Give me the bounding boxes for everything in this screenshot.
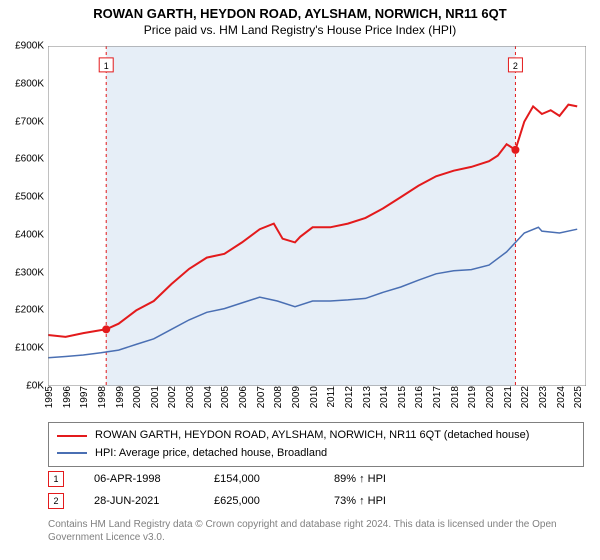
xtick-label: 2016: [414, 386, 425, 408]
shaded-band: [106, 46, 515, 386]
ytick-label: £400K: [15, 229, 44, 240]
legend-label: HPI: Average price, detached house, Broa…: [95, 445, 327, 463]
legend-label: ROWAN GARTH, HEYDON ROAD, AYLSHAM, NORWI…: [95, 427, 529, 445]
ytick-label: £800K: [15, 78, 44, 89]
xtick-label: 2025: [573, 386, 584, 408]
xtick-label: 2022: [520, 386, 531, 408]
xtick-label: 2004: [203, 386, 214, 408]
xtick-label: 2001: [150, 386, 161, 408]
xtick-label: 2013: [362, 386, 373, 408]
xtick-label: 2021: [503, 386, 514, 408]
ytick-label: £100K: [15, 343, 44, 354]
xtick-label: 2015: [397, 386, 408, 408]
event-date: 06-APR-1998: [94, 473, 184, 485]
xtick-label: 2005: [220, 386, 231, 408]
legend-swatch: [57, 452, 87, 454]
chart-title: ROWAN GARTH, HEYDON ROAD, AYLSHAM, NORWI…: [0, 0, 600, 21]
marker-point: [511, 146, 519, 154]
xtick-label: 1995: [44, 386, 55, 408]
chart-area: 12 £0K£100K£200K£300K£400K£500K£600K£700…: [48, 46, 586, 386]
xtick-label: 2000: [132, 386, 143, 408]
xtick-label: 2003: [185, 386, 196, 408]
xtick-label: 1999: [115, 386, 126, 408]
xtick-label: 2009: [291, 386, 302, 408]
chart-subtitle: Price paid vs. HM Land Registry's House …: [0, 21, 600, 41]
event-pct: 89% ↑ HPI: [334, 473, 424, 485]
xtick-label: 2011: [326, 386, 337, 408]
xtick-label: 2010: [309, 386, 320, 408]
event-marker-icon: 1: [48, 471, 64, 487]
xtick-label: 2020: [485, 386, 496, 408]
event-date: 28-JUN-2021: [94, 495, 184, 507]
legend-row: HPI: Average price, detached house, Broa…: [57, 445, 575, 463]
ytick-label: £900K: [15, 41, 44, 52]
events-table: 1 06-APR-1998 £154,000 89% ↑ HPI 2 28-JU…: [48, 468, 584, 512]
xtick-label: 1997: [79, 386, 90, 408]
legend-swatch: [57, 435, 87, 437]
marker-label-text: 2: [513, 61, 518, 71]
xtick-label: 2017: [432, 386, 443, 408]
event-marker-icon: 2: [48, 493, 64, 509]
xtick-label: 2023: [538, 386, 549, 408]
event-price: £625,000: [214, 495, 304, 507]
xtick-label: 2007: [256, 386, 267, 408]
ytick-label: £600K: [15, 154, 44, 165]
xtick-label: 2024: [556, 386, 567, 408]
disclaimer-text: Contains HM Land Registry data © Crown c…: [48, 518, 584, 544]
chart-svg: 12: [48, 46, 586, 386]
marker-point: [102, 325, 110, 333]
xtick-label: 2014: [379, 386, 390, 408]
xtick-label: 2006: [238, 386, 249, 408]
event-row: 1 06-APR-1998 £154,000 89% ↑ HPI: [48, 468, 584, 490]
xtick-label: 2018: [450, 386, 461, 408]
xtick-label: 2019: [467, 386, 478, 408]
legend-box: ROWAN GARTH, HEYDON ROAD, AYLSHAM, NORWI…: [48, 422, 584, 467]
ytick-label: £300K: [15, 267, 44, 278]
ytick-label: £0K: [26, 381, 44, 392]
xtick-label: 1996: [62, 386, 73, 408]
ytick-label: £500K: [15, 192, 44, 203]
event-row: 2 28-JUN-2021 £625,000 73% ↑ HPI: [48, 490, 584, 512]
ytick-label: £700K: [15, 116, 44, 127]
ytick-label: £200K: [15, 305, 44, 316]
legend-row: ROWAN GARTH, HEYDON ROAD, AYLSHAM, NORWI…: [57, 427, 575, 445]
chart-container: ROWAN GARTH, HEYDON ROAD, AYLSHAM, NORWI…: [0, 0, 600, 560]
event-pct: 73% ↑ HPI: [334, 495, 424, 507]
xtick-label: 2008: [273, 386, 284, 408]
xtick-label: 1998: [97, 386, 108, 408]
xtick-label: 2012: [344, 386, 355, 408]
marker-label-text: 1: [104, 61, 109, 71]
xtick-label: 2002: [167, 386, 178, 408]
event-price: £154,000: [214, 473, 304, 485]
